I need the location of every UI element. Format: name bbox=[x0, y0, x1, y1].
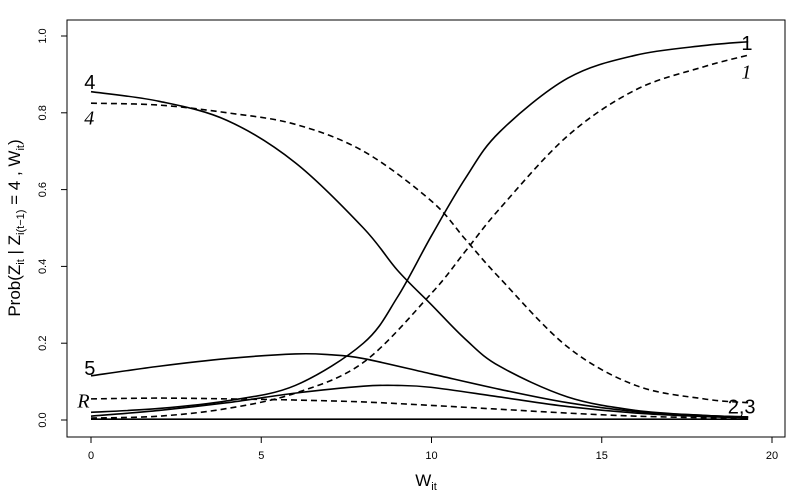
series-line-1 bbox=[90, 40, 749, 414]
series-line-5 bbox=[90, 352, 749, 418]
series-line-7 bbox=[90, 384, 749, 419]
y-tick-label: 0.2 bbox=[37, 336, 49, 351]
y-axis-title: Prob(Zit | Zi(t−1) = 4 , Wit) bbox=[5, 139, 27, 316]
y-title-text: ) bbox=[5, 139, 24, 145]
x-tick-label: 5 bbox=[258, 450, 264, 462]
series-line-6 bbox=[90, 397, 749, 419]
y-tick-label: 1.0 bbox=[37, 28, 49, 43]
curve-label: 4 bbox=[84, 72, 95, 94]
series-line-2 bbox=[90, 54, 749, 419]
y-title-text: = 4 , W bbox=[5, 151, 24, 210]
curve-label: 1 bbox=[741, 33, 752, 55]
y-tick-label: 0.4 bbox=[37, 259, 49, 274]
series-line-4 bbox=[90, 102, 749, 404]
x-axis-title-sub: it bbox=[431, 481, 437, 493]
y-tick-label: 0.8 bbox=[37, 105, 49, 120]
x-axis-title: Wit bbox=[415, 471, 437, 493]
curve-label: 2,3 bbox=[728, 397, 756, 419]
x-tick-label: 0 bbox=[88, 450, 94, 462]
x-tick-label: 20 bbox=[766, 450, 778, 462]
series-layer bbox=[90, 40, 749, 421]
plot-area-frame bbox=[66, 19, 786, 438]
x-axis: 0 5 10 15 20 bbox=[88, 436, 778, 462]
series-line-3 bbox=[90, 90, 749, 418]
y-title-subscript: i(t−1) bbox=[15, 210, 27, 235]
x-axis-title-main: W bbox=[415, 471, 431, 490]
curve-label: R bbox=[76, 391, 89, 413]
curve-label: 4 bbox=[84, 108, 94, 130]
y-tick-label: 0.6 bbox=[37, 182, 49, 197]
x-tick-label: 15 bbox=[596, 450, 608, 462]
y-title-text: Prob(Z bbox=[5, 265, 24, 317]
y-title-text: | Z bbox=[5, 235, 24, 259]
y-tick-label: 0.0 bbox=[37, 412, 49, 427]
y-title-subscript: it bbox=[15, 145, 27, 151]
y-title-subscript: it bbox=[15, 259, 27, 265]
curve-label: 1 bbox=[741, 61, 751, 83]
curve-labels: 1 1 4 4 5 R 2,3 bbox=[76, 33, 755, 419]
curve-label: 5 bbox=[84, 358, 95, 380]
x-tick-label: 10 bbox=[425, 450, 437, 462]
y-axis: 0.0 0.2 0.4 0.6 0.8 1.0 bbox=[37, 28, 68, 428]
